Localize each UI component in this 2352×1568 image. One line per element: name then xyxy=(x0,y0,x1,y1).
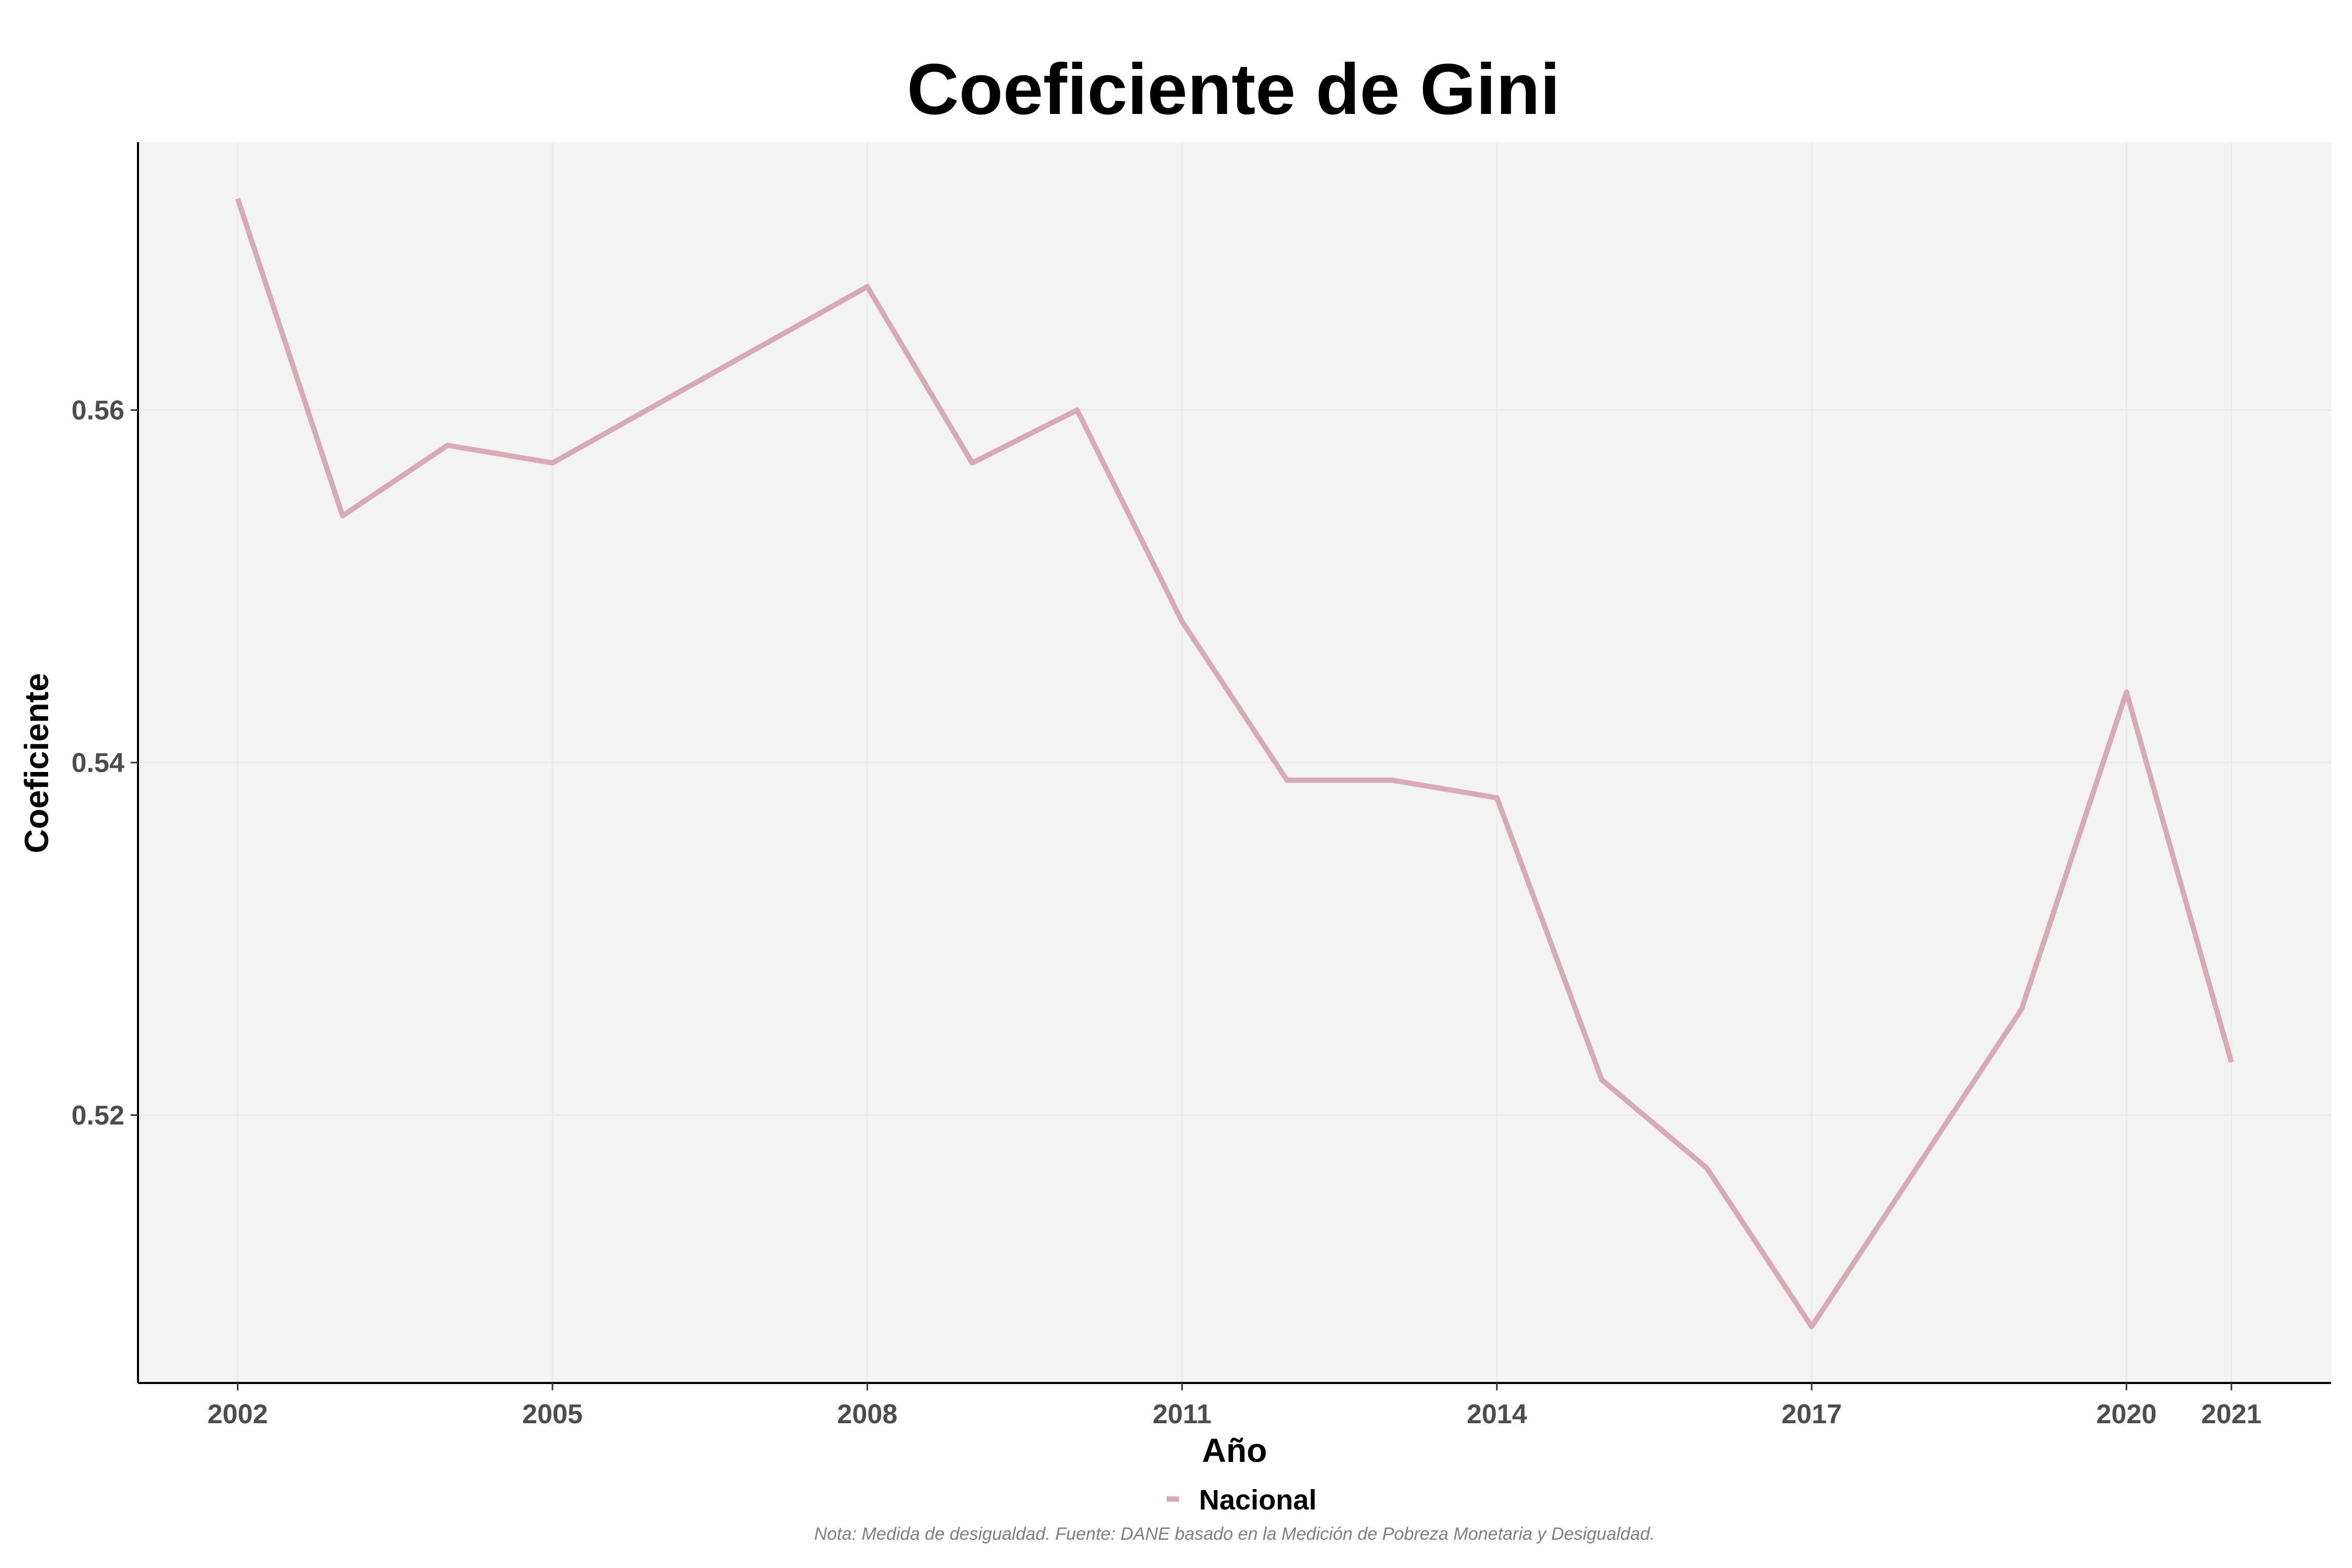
series-line-nacional xyxy=(235,198,2234,1330)
x-axis-title: Año xyxy=(1202,1432,1267,1469)
series-layer xyxy=(235,198,2234,1330)
x-tick-label: 2011 xyxy=(1152,1399,1212,1429)
y-tick-label: 0.54 xyxy=(72,748,124,778)
x-tick-label: 2020 xyxy=(2096,1399,2157,1429)
y-tick-label: 0.52 xyxy=(72,1100,124,1131)
grid-lines xyxy=(138,142,2331,1383)
chart-title: Coeficiente de Gini xyxy=(907,49,1560,130)
x-tick-label: 2017 xyxy=(1781,1399,1842,1429)
x-tick-label: 2005 xyxy=(522,1399,583,1429)
x-tick-label: 2014 xyxy=(1467,1399,1527,1429)
y-axis-title: Coeficiente xyxy=(18,673,55,854)
y-tick-label: 0.56 xyxy=(72,396,124,426)
legend-label-nacional: Nacional xyxy=(1199,1484,1317,1516)
x-tick-label: 2021 xyxy=(2201,1399,2262,1429)
legend: Nacional xyxy=(1167,1484,1317,1516)
source-note: Nota: Medida de desigualdad. Fuente: DAN… xyxy=(814,1524,1655,1544)
x-axis-ticks: 2002 2005 2008 2011 2014 2017 2020 2021 xyxy=(207,1383,2262,1429)
x-tick-label: 2002 xyxy=(207,1399,268,1429)
y-axis-ticks: 0.52 0.54 0.56 xyxy=(72,396,138,1131)
x-tick-label: 2008 xyxy=(837,1399,897,1429)
